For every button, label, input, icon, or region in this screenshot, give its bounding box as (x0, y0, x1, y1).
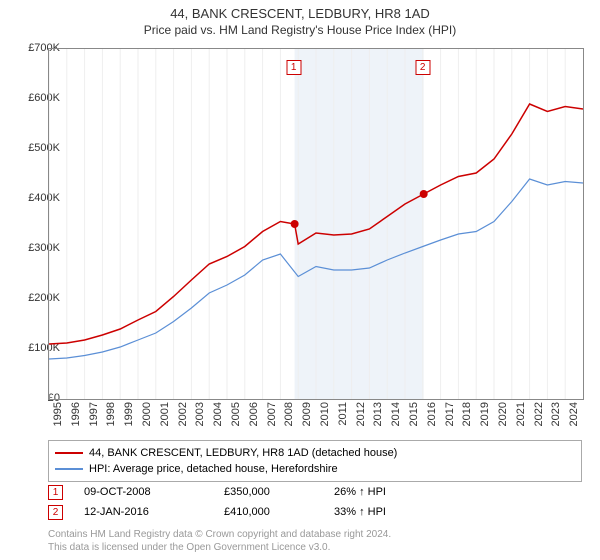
x-axis-label: 2007 (266, 402, 278, 426)
x-axis-label: 2002 (177, 402, 189, 426)
x-axis-label: 2001 (159, 402, 171, 426)
legend-label-property: 44, BANK CRESCENT, LEDBURY, HR8 1AD (det… (89, 447, 397, 459)
x-axis-label: 2014 (390, 402, 402, 426)
sales-table: 1 09-OCT-2008 £350,000 26% ↑ HPI 2 12-JA… (48, 482, 582, 522)
x-axis-label: 2013 (372, 402, 384, 426)
x-axis-label: 1996 (70, 402, 82, 426)
sale-badge-1: 1 (48, 485, 63, 500)
arrow-up-icon: ↑ (359, 506, 365, 518)
legend-label-hpi: HPI: Average price, detached house, Here… (89, 463, 338, 475)
footer-line-2: This data is licensed under the Open Gov… (48, 541, 391, 554)
footer-attribution: Contains HM Land Registry data © Crown c… (48, 528, 391, 554)
legend-item-hpi: HPI: Average price, detached house, Here… (55, 461, 575, 477)
x-axis-label: 2005 (230, 402, 242, 426)
x-axis-label: 2017 (444, 402, 456, 426)
x-axis-label: 2022 (533, 402, 545, 426)
page-title: 44, BANK CRESCENT, LEDBURY, HR8 1AD (0, 0, 600, 23)
sale-row-2: 2 12-JAN-2016 £410,000 33% ↑ HPI (48, 502, 582, 522)
x-axis-label: 2003 (194, 402, 206, 426)
chart-sale-marker-badge: 1 (286, 60, 301, 75)
sale-pct-2: 33% ↑ HPI (334, 506, 454, 518)
x-axis-label: 2004 (212, 402, 224, 426)
sale-price-1: £350,000 (224, 486, 334, 498)
legend: 44, BANK CRESCENT, LEDBURY, HR8 1AD (det… (48, 440, 582, 482)
x-axis-label: 2012 (355, 402, 367, 426)
x-axis-label: 1997 (88, 402, 100, 426)
chart-plot-area (48, 48, 584, 400)
x-axis-label: 2019 (479, 402, 491, 426)
arrow-up-icon: ↑ (359, 486, 365, 498)
footer-line-1: Contains HM Land Registry data © Crown c… (48, 528, 391, 541)
x-axis-label: 2023 (550, 402, 562, 426)
x-axis-label: 2016 (426, 402, 438, 426)
x-axis-label: 2024 (568, 402, 580, 426)
sale-date-2: 12-JAN-2016 (84, 506, 224, 518)
x-axis-label: 2020 (497, 402, 509, 426)
x-axis-label: 2018 (461, 402, 473, 426)
x-axis-label: 2015 (408, 402, 420, 426)
page-subtitle: Price paid vs. HM Land Registry's House … (0, 23, 600, 41)
sale-badge-2: 2 (48, 505, 63, 520)
sale-pct-value-1: 26% (334, 486, 356, 498)
legend-swatch-property (55, 452, 83, 454)
chart-container: 44, BANK CRESCENT, LEDBURY, HR8 1AD Pric… (0, 0, 600, 560)
sale-row-1: 1 09-OCT-2008 £350,000 26% ↑ HPI (48, 482, 582, 502)
legend-item-property: 44, BANK CRESCENT, LEDBURY, HR8 1AD (det… (55, 445, 575, 461)
x-axis-label: 2009 (301, 402, 313, 426)
sale-pct-value-2: 33% (334, 506, 356, 518)
x-axis-label: 2000 (141, 402, 153, 426)
x-axis-label: 2006 (248, 402, 260, 426)
legend-swatch-hpi (55, 468, 83, 470)
x-axis-label: 1999 (123, 402, 135, 426)
x-axis-label: 2021 (515, 402, 527, 426)
x-axis-label: 1995 (52, 402, 64, 426)
sale-pct-1: 26% ↑ HPI (334, 486, 454, 498)
sale-date-1: 09-OCT-2008 (84, 486, 224, 498)
x-axis-label: 2010 (319, 402, 331, 426)
sale-suffix-2: HPI (368, 506, 386, 518)
sale-price-2: £410,000 (224, 506, 334, 518)
chart-sale-marker-badge: 2 (415, 60, 430, 75)
x-axis-label: 2011 (337, 402, 349, 426)
x-axis-label: 2008 (283, 402, 295, 426)
sale-suffix-1: HPI (368, 486, 386, 498)
x-axis-label: 1998 (105, 402, 117, 426)
